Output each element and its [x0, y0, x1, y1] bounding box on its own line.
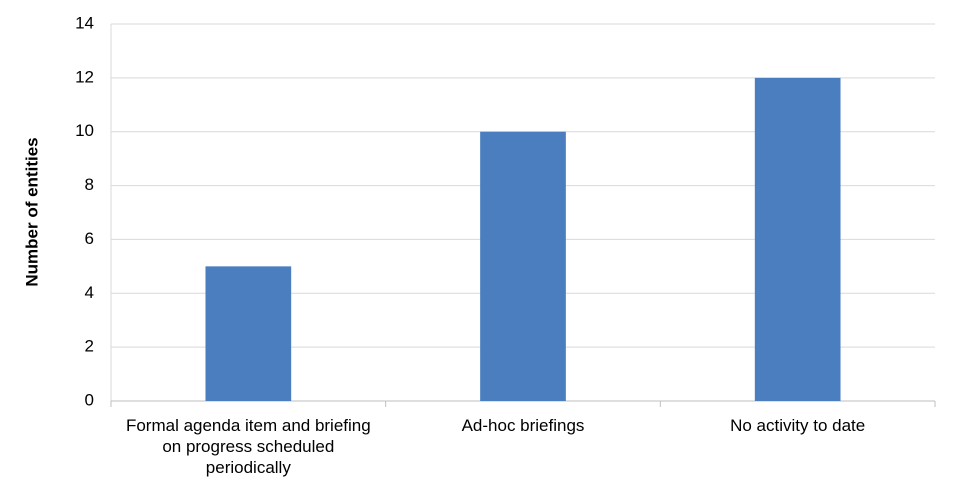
y-tick-label: 8	[85, 175, 94, 194]
bar	[480, 131, 566, 401]
y-tick-label: 14	[75, 13, 94, 32]
y-tick-label: 2	[85, 337, 94, 356]
y-tick-label: 6	[85, 229, 94, 248]
x-tick-label: Formal agenda item and briefing on progr…	[125, 416, 371, 477]
y-axis-title: Number of entities	[22, 137, 41, 286]
y-tick-label: 4	[85, 283, 94, 302]
bar	[754, 77, 841, 401]
bar	[205, 266, 292, 401]
x-tick-label: No activity to date	[730, 416, 866, 435]
x-tick-label: Ad-hoc briefings	[461, 416, 585, 435]
y-tick-label: 12	[75, 67, 94, 86]
y-tick-label: 0	[85, 390, 94, 409]
y-tick-label: 10	[75, 121, 94, 140]
